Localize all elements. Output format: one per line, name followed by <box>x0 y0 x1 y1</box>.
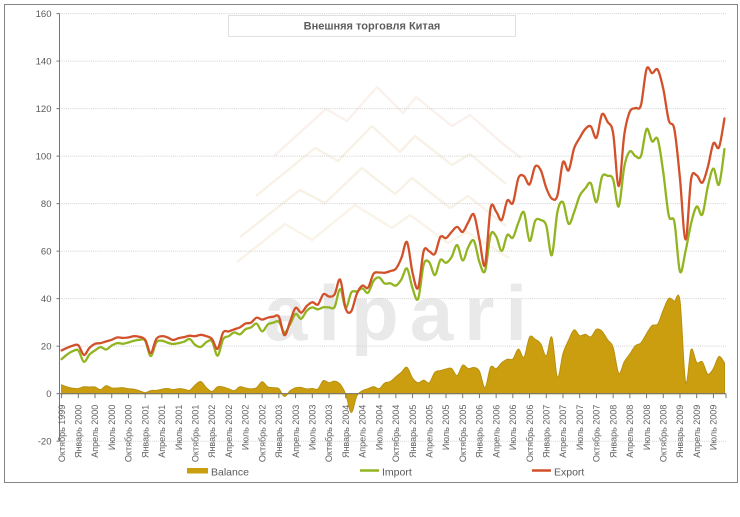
svg-text:Октябрь 2001: Октябрь 2001 <box>191 405 201 462</box>
svg-text:Апрель 2007: Апрель 2007 <box>558 405 568 458</box>
svg-text:-20: -20 <box>38 437 52 448</box>
svg-text:Октябрь 2004: Октябрь 2004 <box>391 405 401 462</box>
svg-text:Внешняя торговля Китая: Внешняя торговля Китая <box>304 21 441 33</box>
svg-text:Январь 2007: Январь 2007 <box>541 405 551 458</box>
svg-text:Январь 2003: Январь 2003 <box>274 405 284 458</box>
svg-text:Апрель 2002: Апрель 2002 <box>224 405 234 458</box>
svg-text:Январь 2008: Январь 2008 <box>608 405 618 458</box>
svg-text:Июль 2006: Июль 2006 <box>508 405 518 450</box>
svg-text:Январь 2009: Январь 2009 <box>675 405 685 458</box>
svg-text:Июль 2003: Июль 2003 <box>308 405 318 450</box>
svg-text:Январь 2001: Январь 2001 <box>140 405 150 458</box>
svg-text:Апрель 2006: Апрель 2006 <box>491 405 501 458</box>
svg-text:100: 100 <box>36 152 52 163</box>
svg-text:Октябрь 2005: Октябрь 2005 <box>458 405 468 462</box>
svg-text:0: 0 <box>46 389 51 400</box>
svg-text:Июль 2008: Июль 2008 <box>642 405 652 450</box>
svg-text:Апрель 2009: Апрель 2009 <box>692 405 702 458</box>
svg-text:160: 160 <box>36 9 52 20</box>
svg-text:Июль 2009: Июль 2009 <box>709 405 719 450</box>
svg-text:Balance: Balance <box>211 467 249 479</box>
svg-text:Апрель 2003: Апрель 2003 <box>291 405 301 458</box>
svg-text:Июль 2005: Июль 2005 <box>441 405 451 450</box>
svg-text:Январь 2004: Январь 2004 <box>341 405 351 458</box>
svg-text:Октябрь 2002: Октябрь 2002 <box>257 405 267 462</box>
svg-text:120: 120 <box>36 104 52 115</box>
svg-text:Январь 2002: Январь 2002 <box>207 405 217 458</box>
svg-text:Июль 2004: Июль 2004 <box>374 405 384 450</box>
svg-text:60: 60 <box>41 247 52 258</box>
svg-text:Июль 2007: Июль 2007 <box>575 405 585 450</box>
svg-text:Апрель 2005: Апрель 2005 <box>424 405 434 458</box>
svg-text:Январь 2000: Январь 2000 <box>74 405 84 458</box>
svg-text:Октябрь 2007: Октябрь 2007 <box>592 405 602 462</box>
svg-text:alpari: alpari <box>264 269 538 357</box>
svg-text:Октябрь 2000: Октябрь 2000 <box>124 405 134 462</box>
svg-text:Октябрь 1999: Октябрь 1999 <box>57 405 67 462</box>
svg-text:Апрель 2001: Апрель 2001 <box>157 405 167 458</box>
svg-text:Январь 2005: Январь 2005 <box>408 405 418 458</box>
svg-text:Апрель 2008: Апрель 2008 <box>625 405 635 458</box>
svg-text:Апрель 2000: Апрель 2000 <box>90 405 100 458</box>
svg-text:80: 80 <box>41 199 52 210</box>
svg-text:40: 40 <box>41 294 52 305</box>
svg-text:Июль 2000: Июль 2000 <box>107 405 117 450</box>
svg-text:Октябрь 2008: Октябрь 2008 <box>658 405 668 462</box>
svg-text:Январь 2006: Январь 2006 <box>475 405 485 458</box>
svg-text:Октябрь 2006: Октябрь 2006 <box>525 405 535 462</box>
svg-text:140: 140 <box>36 57 52 68</box>
svg-text:Апрель 2004: Апрель 2004 <box>358 405 368 458</box>
svg-text:Import: Import <box>382 467 412 479</box>
svg-text:Июль 2002: Июль 2002 <box>241 405 251 450</box>
svg-text:20: 20 <box>41 342 52 353</box>
svg-text:Октябрь 2003: Октябрь 2003 <box>324 405 334 462</box>
svg-text:Export: Export <box>554 467 584 479</box>
svg-text:Июль 2001: Июль 2001 <box>174 405 184 450</box>
